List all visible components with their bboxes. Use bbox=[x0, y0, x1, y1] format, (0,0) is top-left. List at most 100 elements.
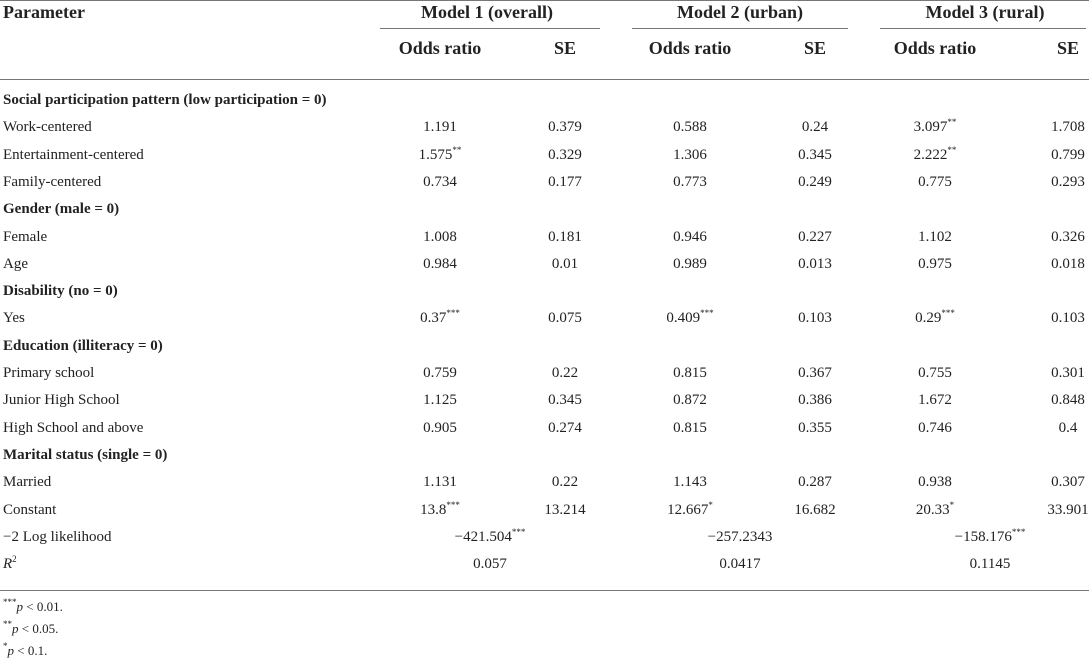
cell: 13.214 bbox=[544, 501, 585, 519]
label: Odds ratio bbox=[648, 38, 732, 58]
cell: 0.746 bbox=[918, 419, 952, 437]
value: 0.29 bbox=[915, 310, 942, 327]
label-sup: 2 bbox=[12, 554, 17, 565]
value: 0.946 bbox=[673, 228, 707, 245]
cell: 0.326 bbox=[1051, 228, 1085, 246]
value: 0.293 bbox=[1051, 173, 1085, 190]
significance: ** bbox=[947, 117, 957, 128]
footnote: **p < 0.05. bbox=[3, 620, 58, 638]
significance: * bbox=[3, 641, 8, 651]
cell: 1.306 bbox=[673, 146, 707, 164]
cell: 0.22 bbox=[552, 364, 578, 382]
significance: ** bbox=[3, 619, 12, 629]
footnote: ***p < 0.01. bbox=[3, 598, 63, 616]
value: 1.143 bbox=[673, 474, 707, 491]
value: 0.307 bbox=[1051, 474, 1085, 491]
cell: 1.125 bbox=[423, 391, 457, 409]
value: 0.989 bbox=[673, 255, 707, 272]
cell: 0.355 bbox=[798, 419, 832, 437]
cell: 0.938 bbox=[918, 473, 952, 491]
value: 0.013 bbox=[798, 255, 832, 272]
label: High School and above bbox=[3, 419, 144, 436]
cell: 0.815 bbox=[673, 419, 707, 437]
cell: 2.222** bbox=[913, 145, 957, 164]
cell: 1.102 bbox=[918, 228, 952, 246]
value: 0.177 bbox=[548, 173, 582, 190]
value: 0.326 bbox=[1051, 228, 1085, 245]
cell: 12.667* bbox=[667, 499, 713, 519]
text: < 0.05. bbox=[21, 621, 59, 636]
label: SE bbox=[553, 38, 577, 58]
model-header: Model 2 (urban) bbox=[677, 3, 803, 21]
label: Family-centered bbox=[3, 173, 102, 190]
value: 0.409 bbox=[666, 310, 701, 327]
value: 0.057 bbox=[473, 556, 507, 573]
row-label: Entertainment-centered bbox=[3, 146, 144, 164]
cell: 0.379 bbox=[548, 118, 582, 136]
value: 0.379 bbox=[548, 119, 582, 136]
model-header: Model 1 (overall) bbox=[421, 3, 553, 21]
span-cell: −421.504*** bbox=[454, 526, 526, 546]
value: 0.103 bbox=[1051, 310, 1085, 327]
cell: 1.708 bbox=[1051, 118, 1085, 136]
cell: 0.773 bbox=[673, 173, 707, 191]
column-header: SE bbox=[804, 39, 826, 57]
column-header: SE bbox=[554, 39, 576, 57]
cell: 0.301 bbox=[1051, 364, 1085, 382]
cell: 0.293 bbox=[1051, 173, 1085, 191]
cell: 1.008 bbox=[423, 228, 457, 246]
label: R bbox=[3, 556, 13, 573]
label: Disability (no = 0) bbox=[3, 283, 118, 300]
label: Model 1 (overall) bbox=[421, 2, 553, 22]
cell: 1.143 bbox=[673, 473, 707, 491]
value: −158.176 bbox=[954, 528, 1012, 545]
value: 0.018 bbox=[1051, 255, 1085, 272]
value: 0.227 bbox=[798, 228, 832, 245]
cell: 0.227 bbox=[798, 228, 832, 246]
value: 0.815 bbox=[673, 365, 707, 381]
span-cell: −257.2343 bbox=[708, 528, 773, 546]
label: Primary school bbox=[3, 365, 95, 381]
cell: 0.103 bbox=[798, 309, 832, 327]
cell: 0.4 bbox=[1059, 419, 1078, 437]
value: 0.249 bbox=[798, 173, 832, 190]
label: Work-centered bbox=[3, 119, 92, 136]
cell: 20.33* bbox=[916, 499, 955, 519]
value: 0.975 bbox=[918, 255, 952, 272]
value: −421.504 bbox=[454, 528, 512, 545]
value: 0.588 bbox=[673, 119, 707, 136]
cell: 1.191 bbox=[423, 118, 457, 136]
cell: 0.815 bbox=[673, 364, 707, 382]
row-label: −2 Log likelihood bbox=[3, 528, 111, 546]
value: −257.2343 bbox=[707, 528, 773, 545]
value: 0.1145 bbox=[969, 556, 1011, 573]
value: 0.386 bbox=[798, 392, 832, 409]
cell: 0.799 bbox=[1051, 146, 1085, 164]
row-label: Female bbox=[3, 228, 47, 246]
value: 1.708 bbox=[1051, 119, 1085, 136]
value: 13.214 bbox=[544, 501, 586, 518]
span-cell: 0.057 bbox=[473, 555, 507, 573]
value: 0.799 bbox=[1051, 146, 1085, 163]
value: 2.222 bbox=[913, 146, 948, 163]
value: 0.773 bbox=[673, 173, 707, 190]
row-label: Junior High School bbox=[3, 391, 120, 409]
significance: * bbox=[949, 499, 955, 510]
cell: 0.975 bbox=[918, 255, 952, 273]
bottom-rule bbox=[0, 590, 1089, 591]
cell: 3.097** bbox=[914, 118, 957, 136]
significance: * bbox=[708, 499, 713, 510]
label: Education (illiteracy = 0) bbox=[3, 337, 163, 354]
cell: 16.682 bbox=[794, 501, 835, 519]
cell: 0.181 bbox=[548, 228, 582, 246]
cell: 0.329 bbox=[548, 146, 582, 164]
value: 13.8 bbox=[420, 501, 447, 518]
cell: 0.249 bbox=[798, 173, 832, 191]
cell: 0.22 bbox=[552, 473, 578, 491]
value: 0.367 bbox=[798, 365, 832, 381]
cell: 0.755 bbox=[918, 364, 952, 382]
value: 0.746 bbox=[918, 419, 952, 436]
significance: *** bbox=[511, 526, 526, 537]
cell: 0.734 bbox=[423, 173, 457, 191]
